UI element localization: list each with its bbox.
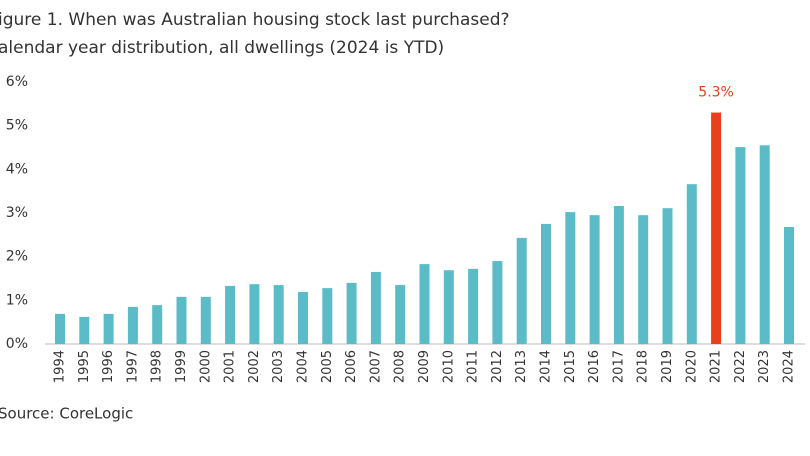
bar	[273, 285, 284, 344]
x-tick-label: 1996	[101, 350, 116, 383]
x-tick-label: 2013	[514, 350, 529, 383]
bar	[613, 206, 624, 344]
x-tick-label: 2003	[271, 350, 286, 383]
value-label: 5.3%	[698, 85, 734, 101]
chart-title: igure 1. When was Australian housing sto…	[0, 10, 510, 30]
x-tick-label: 2006	[344, 350, 359, 383]
x-tick-label: 2021	[709, 350, 724, 383]
x-tick-label: 2020	[684, 350, 699, 383]
bar	[711, 112, 722, 344]
y-tick-label: 6%	[6, 74, 28, 90]
bar	[152, 305, 163, 344]
y-tick-label: 5%	[6, 118, 28, 134]
x-tick-label: 2008	[393, 350, 408, 383]
bar	[492, 261, 503, 344]
x-tick-label: 2005	[320, 350, 335, 383]
bar	[589, 215, 600, 344]
bar	[249, 284, 260, 344]
bar	[638, 215, 649, 344]
y-tick-label: 2%	[6, 249, 28, 265]
bar	[784, 226, 794, 344]
x-tick-label: 2015	[563, 350, 578, 383]
x-tick-label: 2019	[660, 350, 675, 383]
bar	[541, 223, 551, 344]
x-tick-label: 2002	[247, 350, 262, 383]
bar	[55, 313, 65, 344]
bar	[662, 208, 673, 344]
x-tick-label: 1999	[174, 350, 189, 383]
x-tick-label: 2014	[539, 350, 554, 383]
x-tick-label: 2000	[198, 350, 213, 383]
bar	[468, 268, 479, 344]
bar	[370, 271, 381, 344]
bar	[686, 184, 697, 344]
x-tick-label: 2001	[223, 350, 238, 383]
x-tick-label: 2004	[296, 350, 311, 383]
x-tick-label: 2024	[782, 350, 797, 383]
bar	[176, 296, 187, 344]
bar	[516, 237, 527, 344]
bar	[103, 313, 114, 344]
bar	[419, 264, 430, 344]
x-tick-label: 1997	[125, 350, 140, 383]
chart-subtitle: alendar year distribution, all dwellings…	[0, 38, 444, 58]
x-tick-label: 1994	[53, 350, 68, 383]
x-tick-label: 2012	[490, 350, 505, 383]
bar	[200, 296, 211, 344]
bar	[735, 147, 746, 344]
x-tick-label: 1995	[77, 350, 92, 383]
bar	[322, 288, 333, 344]
x-tick-label: 2017	[611, 350, 626, 383]
bar	[395, 285, 406, 344]
x-tick-label: 2011	[466, 350, 481, 383]
x-tick-label: 1998	[150, 350, 165, 383]
bar	[79, 316, 90, 344]
source-note: Source: CoreLogic	[0, 405, 133, 423]
bar	[225, 285, 236, 344]
bar	[298, 292, 308, 344]
bar	[127, 306, 138, 344]
bar	[443, 270, 454, 344]
x-tick-label: 2010	[441, 350, 456, 383]
y-tick-label: 4%	[6, 161, 28, 177]
bar	[759, 145, 770, 344]
y-tick-label: 1%	[6, 292, 28, 308]
x-tick-label: 2022	[733, 350, 748, 383]
x-tick-label: 2018	[636, 350, 651, 383]
bar	[346, 282, 357, 344]
y-tick-label: 0%	[6, 336, 28, 352]
x-tick-label: 2007	[368, 350, 383, 383]
x-tick-label: 2023	[757, 350, 772, 383]
x-tick-label: 2009	[417, 350, 432, 383]
x-tick-label: 2016	[587, 350, 602, 383]
y-tick-label: 3%	[6, 205, 28, 221]
bar	[565, 212, 576, 344]
